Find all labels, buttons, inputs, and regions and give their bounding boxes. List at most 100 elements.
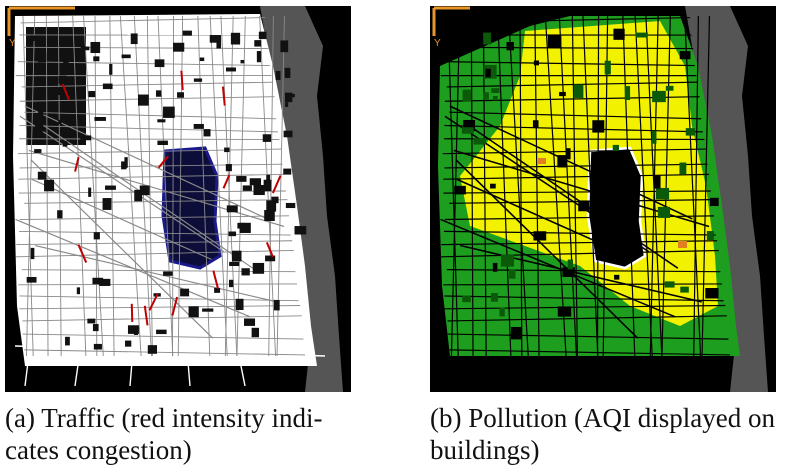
building xyxy=(30,35,42,42)
street xyxy=(444,230,716,236)
aqi-spot xyxy=(509,269,516,279)
building xyxy=(30,247,35,260)
aqi-spot xyxy=(462,89,472,102)
aqi-spot xyxy=(557,155,567,168)
avenue xyxy=(24,105,268,220)
avenue xyxy=(30,159,214,339)
congestion-segments xyxy=(61,70,282,326)
avenue xyxy=(19,115,224,253)
aqi-spot xyxy=(604,60,611,75)
building xyxy=(244,318,256,326)
building xyxy=(202,308,214,312)
aqi-spot xyxy=(679,162,687,175)
building xyxy=(265,255,276,262)
congestion-segment xyxy=(180,70,184,91)
building xyxy=(254,40,262,47)
building xyxy=(137,94,149,106)
street xyxy=(684,15,702,357)
building xyxy=(93,232,100,240)
avenue xyxy=(38,121,254,269)
street xyxy=(448,46,694,50)
street xyxy=(693,15,699,357)
street xyxy=(119,15,142,357)
aqi-spot xyxy=(500,254,515,267)
aqi-spot xyxy=(473,138,487,145)
building xyxy=(80,135,92,141)
street xyxy=(17,61,270,67)
aqi-spot xyxy=(614,274,620,280)
street xyxy=(15,250,294,258)
street xyxy=(440,249,719,258)
building xyxy=(294,226,307,235)
building xyxy=(229,279,234,288)
building xyxy=(58,119,62,125)
congestion-segment xyxy=(157,155,169,169)
street xyxy=(634,15,653,357)
street xyxy=(446,269,721,273)
aqi-spot xyxy=(454,185,466,195)
building xyxy=(283,168,292,175)
street xyxy=(19,215,290,220)
street xyxy=(441,240,718,246)
street xyxy=(445,16,691,24)
street xyxy=(534,15,540,357)
axis-label: Y xyxy=(434,38,441,49)
building xyxy=(285,102,289,107)
street xyxy=(19,305,301,310)
congestion-segment xyxy=(171,296,179,316)
pollution-map-panel: Y xyxy=(430,6,776,392)
building xyxy=(94,116,106,121)
building xyxy=(235,298,244,310)
building xyxy=(256,51,262,63)
building xyxy=(252,262,265,274)
building xyxy=(130,33,138,45)
aqi-spot xyxy=(655,187,670,200)
street xyxy=(661,15,671,357)
aqi-spot xyxy=(654,175,661,189)
building xyxy=(216,38,222,49)
congestion-segment xyxy=(265,241,274,258)
building xyxy=(76,287,81,295)
building xyxy=(199,57,205,62)
aqi-spot xyxy=(567,259,574,270)
pollution-map: Y xyxy=(430,6,776,392)
building xyxy=(87,318,96,324)
building xyxy=(203,129,211,137)
aqi-spot xyxy=(559,91,566,97)
building xyxy=(275,70,281,80)
building xyxy=(225,67,236,72)
building xyxy=(229,261,240,267)
aqi-spot xyxy=(490,292,498,302)
building xyxy=(92,323,99,332)
aqi-spots xyxy=(454,28,719,340)
aqi-spot xyxy=(485,68,491,78)
street xyxy=(519,15,523,357)
building xyxy=(284,67,291,78)
street xyxy=(22,333,304,340)
building xyxy=(273,300,280,311)
building xyxy=(50,87,63,96)
building xyxy=(88,187,92,197)
building xyxy=(157,140,168,146)
building xyxy=(224,147,230,153)
building xyxy=(37,51,47,63)
street xyxy=(19,295,299,302)
building xyxy=(253,184,265,196)
river-strip xyxy=(685,6,768,392)
aqi-spot xyxy=(680,286,689,293)
building xyxy=(34,120,44,132)
aqi-spot xyxy=(492,96,498,101)
aqi-spot xyxy=(624,86,631,101)
aqi-spot xyxy=(578,200,590,212)
building xyxy=(180,288,190,297)
building xyxy=(182,30,192,36)
building xyxy=(90,41,101,54)
congestion-segment xyxy=(143,305,149,326)
street xyxy=(16,240,293,246)
building xyxy=(239,222,251,233)
building xyxy=(209,35,222,43)
street xyxy=(19,230,291,236)
avenue xyxy=(460,244,702,303)
street xyxy=(224,15,234,357)
aqi-spot xyxy=(592,120,605,133)
